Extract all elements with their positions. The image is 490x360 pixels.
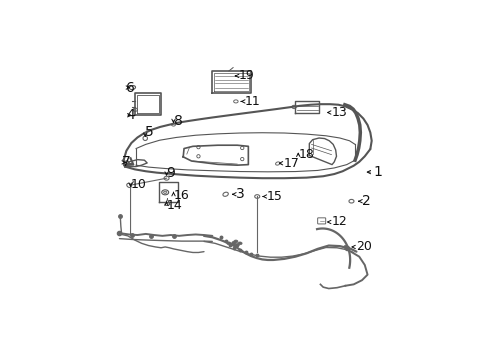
FancyBboxPatch shape [318,218,326,224]
Ellipse shape [238,242,242,245]
Circle shape [197,155,200,158]
Text: 8: 8 [173,114,182,128]
Ellipse shape [227,242,231,245]
Text: 13: 13 [332,106,347,119]
Text: 15: 15 [267,190,282,203]
Ellipse shape [235,245,239,247]
Ellipse shape [172,123,175,126]
Text: 10: 10 [130,178,147,191]
Circle shape [143,136,147,140]
Ellipse shape [235,244,239,246]
Text: 5: 5 [145,125,154,139]
Ellipse shape [231,243,235,246]
Ellipse shape [344,245,348,249]
Text: 16: 16 [173,189,189,202]
Text: 17: 17 [284,157,300,170]
Text: 12: 12 [332,216,347,229]
Text: 19: 19 [239,69,254,82]
Ellipse shape [234,100,238,103]
Ellipse shape [275,162,280,165]
Text: 14: 14 [167,199,182,212]
Ellipse shape [232,242,236,244]
Circle shape [241,146,244,150]
Text: 6: 6 [126,81,135,95]
Ellipse shape [164,191,167,193]
Circle shape [241,157,244,161]
Ellipse shape [165,202,170,206]
Ellipse shape [349,199,354,203]
Ellipse shape [164,176,169,180]
Text: 20: 20 [356,240,372,253]
Ellipse shape [127,183,131,188]
Text: 4: 4 [126,108,135,122]
Ellipse shape [162,190,169,195]
Text: 9: 9 [167,166,175,180]
Text: 7: 7 [122,156,131,170]
Text: 3: 3 [236,187,245,201]
Text: 18: 18 [298,148,314,161]
Ellipse shape [133,108,137,111]
Text: 11: 11 [244,95,260,108]
Ellipse shape [223,192,228,196]
Ellipse shape [129,86,136,90]
Ellipse shape [255,195,260,198]
Ellipse shape [292,105,296,109]
Ellipse shape [234,240,238,243]
Circle shape [197,145,200,149]
Text: 2: 2 [362,194,371,208]
Text: 1: 1 [373,165,382,179]
Ellipse shape [123,161,129,165]
